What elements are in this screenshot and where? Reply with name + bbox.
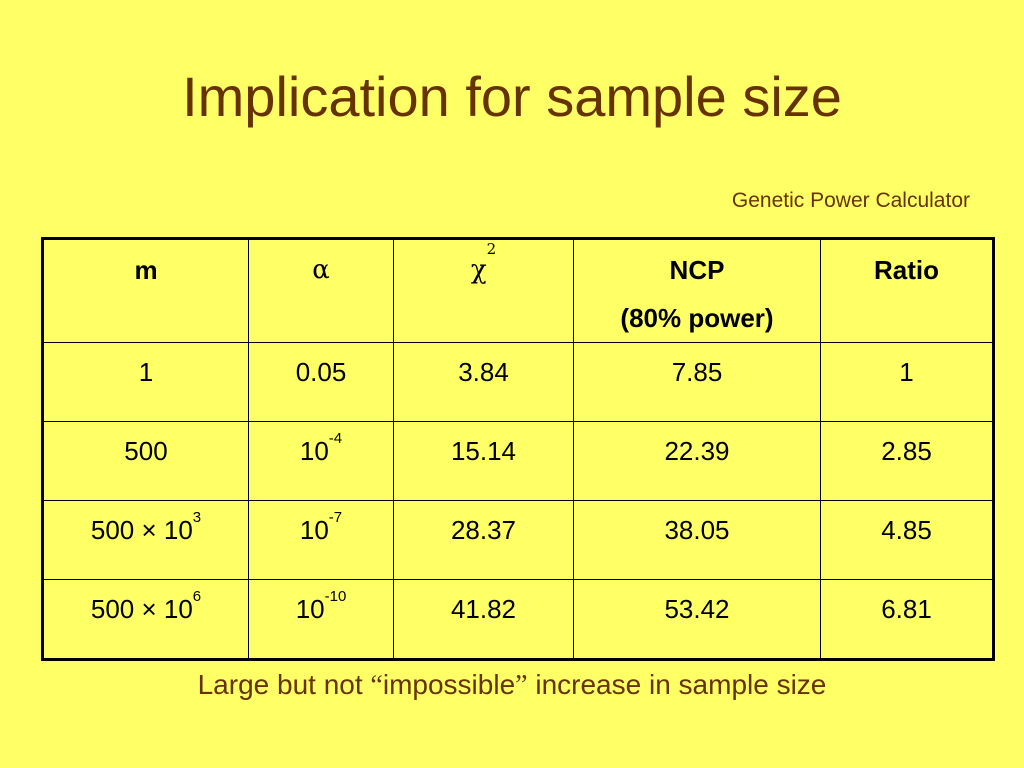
table-container: m α χ2 NCP (80% power) Ratio 1 0.05 3.84… (41, 237, 995, 661)
cell-alpha-exponent: -4 (328, 430, 343, 447)
cell-m: 1 (42, 342, 249, 422)
footer-note: Large but not “impossible” increase in s… (0, 665, 1024, 706)
cell-ratio: 4.85 (820, 500, 994, 580)
table-row: 500 10-4 15.14 22.39 2.85 (42, 421, 994, 501)
cell-alpha: 10-4 (248, 421, 394, 501)
cell-ncp: 53.42 (573, 579, 821, 660)
cell-ratio: 6.81 (820, 579, 994, 660)
table-header-row: m α χ2 NCP (80% power) Ratio (42, 238, 994, 343)
header-ncp: NCP (80% power) (573, 238, 821, 343)
table-row: 500 × 103 10-7 28.37 38.05 4.85 (42, 500, 994, 580)
cell-m: 500 × 103 (42, 500, 249, 580)
cell-alpha-exponent: -7 (328, 509, 343, 526)
header-chi-squared: χ2 (393, 238, 574, 343)
cell-chi2: 41.82 (393, 579, 574, 660)
header-ratio: Ratio (820, 238, 994, 343)
cell-m-value: 500 × 10 (90, 594, 193, 624)
cell-m: 500 × 106 (42, 579, 249, 660)
cell-chi2: 3.84 (393, 342, 574, 422)
cell-alpha: 10-10 (248, 579, 394, 660)
footer-close-quote: ” (515, 670, 528, 701)
header-ncp-line1: NCP (669, 255, 725, 285)
source-label: Genetic Power Calculator (731, 189, 970, 212)
cell-chi2: 15.14 (393, 421, 574, 501)
header-alpha: α (248, 238, 394, 343)
cell-m-value: 500 × 10 (90, 515, 193, 545)
cell-alpha-value: 10 (299, 436, 329, 466)
header-chi: χ (470, 255, 487, 285)
footer-emphasis-word: impossible (382, 669, 516, 700)
power-table: m α χ2 NCP (80% power) Ratio 1 0.05 3.84… (41, 237, 995, 661)
cell-m-exponent: 3 (192, 509, 202, 526)
cell-m-value: 1 (138, 357, 154, 387)
cell-alpha-value: 10 (295, 594, 325, 624)
cell-ncp: 38.05 (573, 500, 821, 580)
table-row: 1 0.05 3.84 7.85 1 (42, 342, 994, 422)
cell-alpha: 0.05 (248, 342, 394, 422)
header-m: m (42, 238, 249, 343)
slide-title: Implication for sample size (182, 65, 842, 128)
cell-m-value: 500 (124, 436, 168, 466)
cell-m-exponent: 6 (192, 588, 202, 605)
cell-chi2: 28.37 (393, 500, 574, 580)
cell-alpha-value: 0.05 (295, 357, 347, 387)
cell-ncp: 7.85 (573, 342, 821, 422)
table-row: 500 × 106 10-10 41.82 53.42 6.81 (42, 579, 994, 660)
cell-m: 500 (42, 421, 249, 501)
cell-ratio: 2.85 (820, 421, 994, 501)
cell-alpha-value: 10 (299, 515, 329, 545)
header-chi-sup: 2 (486, 240, 497, 258)
footer-text-post: increase in sample size (527, 669, 827, 700)
cell-ncp: 22.39 (573, 421, 821, 501)
header-ncp-line2: (80% power) (620, 303, 774, 333)
cell-ratio: 1 (820, 342, 994, 422)
footer-open-quote: “ (370, 670, 383, 701)
cell-alpha: 10-7 (248, 500, 394, 580)
footer-text-pre: Large but not (197, 669, 371, 700)
cell-alpha-exponent: -10 (324, 588, 347, 605)
